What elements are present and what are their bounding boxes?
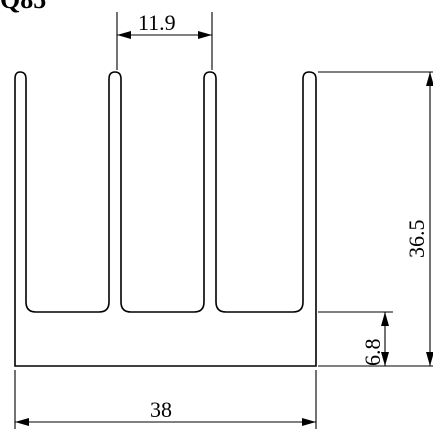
fin-pitch-arrow-left [117, 31, 131, 39]
base-arrow-top [381, 312, 389, 326]
overall-height-dimension: 36.5 [318, 71, 433, 367]
height-arrow-top [426, 72, 433, 86]
width-arrow-left [15, 418, 29, 426]
base-arrow-bottom [381, 352, 389, 366]
overall-width-dimension: 38 [14, 370, 317, 429]
height-arrow-bottom [426, 352, 433, 366]
fin-pitch-label: 11.9 [138, 10, 176, 35]
header-fragment-text: Q85 [0, 0, 46, 14]
fin-pitch-dimension: 11.9 [116, 10, 213, 70]
height-label: 36.5 [404, 220, 429, 259]
fin-pitch-arrow-right [198, 31, 212, 39]
width-label: 38 [150, 397, 172, 422]
heatsink-outline [14, 71, 317, 367]
width-arrow-right [302, 418, 316, 426]
base-label: 6.8 [360, 339, 385, 367]
base-thickness-dimension: 6.8 [318, 311, 393, 367]
